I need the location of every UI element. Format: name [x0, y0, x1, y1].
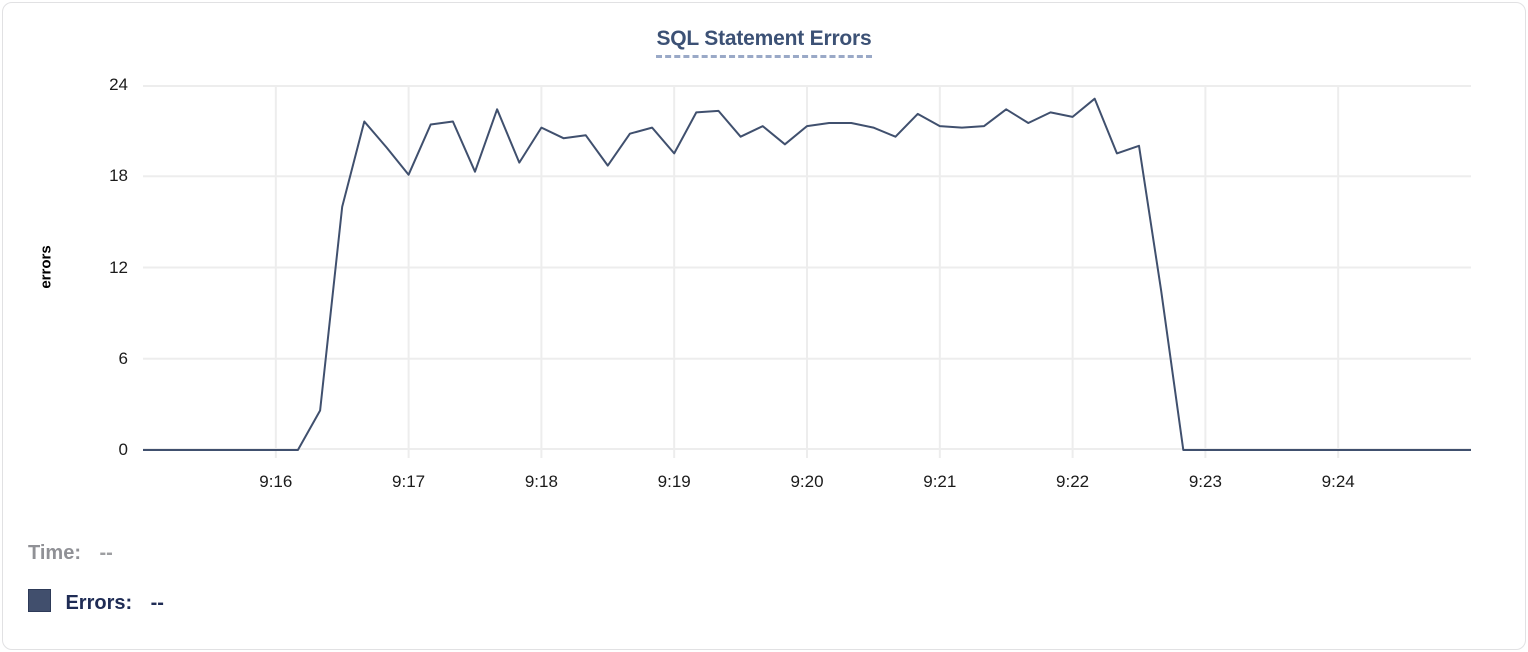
legend-errors-label: Errors: [65, 592, 133, 614]
legend-time-value: -- [99, 542, 113, 564]
x-tick-label: 9:19 [657, 472, 691, 491]
legend-errors-value: -- [150, 592, 164, 614]
y-tick-label: 12 [109, 257, 128, 277]
x-tick-label: 9:17 [392, 472, 426, 491]
x-tick-label: 9:24 [1321, 472, 1355, 491]
x-tick-label: 9:23 [1188, 472, 1222, 491]
chart-header: SQL Statement Errors [0, 27, 1528, 58]
x-tick-label: 9:21 [923, 472, 957, 491]
y-tick-label: 18 [109, 166, 128, 186]
y-tick-label: 0 [118, 440, 128, 459]
x-tick-label: 9:22 [1056, 472, 1090, 491]
legend-errors-row: Errors: -- [28, 589, 164, 615]
legend-time-label: Time: [28, 542, 81, 564]
chart-canvas[interactable] [143, 85, 1471, 458]
y-tick-label: 24 [109, 75, 128, 94]
x-tick-label: 9:18 [524, 472, 558, 491]
x-tick-label: 9:16 [259, 472, 293, 491]
errors-series-swatch [28, 589, 51, 612]
errors-line [143, 97, 1471, 451]
y-tick-label: 6 [118, 348, 128, 368]
legend-time-row: Time: -- [28, 542, 113, 565]
x-tick-label: 9:20 [790, 472, 824, 491]
chart-title[interactable]: SQL Statement Errors [656, 27, 872, 58]
